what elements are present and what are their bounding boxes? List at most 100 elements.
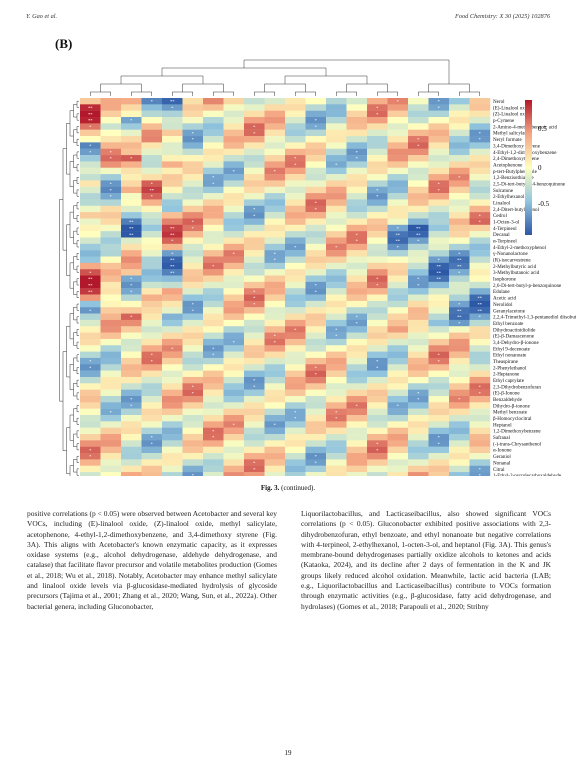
heatmap-cell <box>326 174 347 181</box>
heatmap-cell <box>428 300 450 308</box>
significance-mark: * <box>130 289 133 294</box>
heatmap-cell <box>80 205 101 213</box>
heatmap-cell <box>285 465 306 473</box>
heatmap-cell <box>408 389 429 397</box>
heatmap-cell <box>80 440 101 447</box>
heatmap-cell <box>162 472 183 476</box>
significance-mark: * <box>356 232 359 237</box>
heatmap-cell <box>346 250 368 257</box>
heatmap-cell <box>100 104 122 111</box>
heatmap-cell <box>387 313 409 321</box>
heatmap-cell <box>121 218 142 225</box>
heatmap-cell <box>141 408 163 416</box>
heatmap-cell <box>121 275 142 283</box>
heatmap-cell <box>367 376 388 384</box>
significance-mark: * <box>294 327 297 332</box>
heatmap-cell <box>203 110 224 118</box>
heatmap-cell <box>141 440 163 447</box>
heatmap-cell <box>264 129 286 137</box>
heatmap-cell <box>346 472 368 476</box>
heatmap-cell <box>387 453 409 460</box>
row-label: 2-Methylbutyric acid <box>493 264 537 270</box>
heatmap-cell <box>121 332 142 340</box>
heatmap-cell <box>469 345 491 352</box>
heatmap-cell <box>264 288 286 295</box>
row-label: α-Terpineol <box>493 239 517 245</box>
heatmap-cell <box>305 193 327 200</box>
heatmap-cell <box>80 136 101 143</box>
heatmap-cell <box>326 199 347 206</box>
significance-mark: * <box>438 182 441 187</box>
heatmap-cell <box>449 186 470 194</box>
heatmap-cell <box>449 415 470 422</box>
heatmap-cell <box>387 389 409 397</box>
heatmap-cell <box>326 110 347 118</box>
heatmap-cell <box>141 465 163 473</box>
significance-mark: * <box>479 467 482 472</box>
heatmap-cell <box>162 376 183 384</box>
heatmap-cell <box>367 402 388 409</box>
heatmap-cell <box>244 104 265 111</box>
heatmap-cell <box>223 338 245 346</box>
heatmap-cell <box>367 243 388 251</box>
heatmap-cell <box>469 383 491 390</box>
heatmap-cell <box>182 300 204 308</box>
heatmap-cell <box>387 300 409 308</box>
heatmap-cell <box>387 180 409 187</box>
heatmap-cell <box>326 123 347 130</box>
heatmap-cell <box>162 104 183 111</box>
heatmap-cell <box>449 338 470 346</box>
heatmap-cell <box>285 205 306 213</box>
heatmap-cell <box>141 167 163 175</box>
significance-mark: * <box>315 118 318 123</box>
heatmap-cell <box>182 319 204 327</box>
heatmap-cell <box>121 453 142 460</box>
heatmap-cell <box>305 421 327 428</box>
heatmap-cell <box>141 421 163 428</box>
heatmap-cell <box>408 243 429 251</box>
heatmap-cell <box>469 434 491 441</box>
heatmap-cell <box>121 389 142 397</box>
heatmap-cell <box>121 300 142 308</box>
heatmap-cell <box>346 351 368 359</box>
significance-mark: * <box>110 194 113 199</box>
heatmap-cell <box>100 275 122 283</box>
significance-mark: * <box>376 442 379 447</box>
heatmap-cell <box>387 364 409 371</box>
significance-mark: * <box>130 118 133 123</box>
heatmap-cell <box>469 313 491 321</box>
heatmap-cell <box>244 307 265 314</box>
heatmap-cell <box>285 275 306 283</box>
heatmap-cell <box>428 351 450 359</box>
heatmap-cell <box>162 167 183 175</box>
heatmap-cell <box>162 262 183 270</box>
heatmap-cell <box>121 269 142 276</box>
heatmap-figure: * ** * *** * * *** *** * ** * ** * ** * ** ** * ** * * ** ** **… <box>59 59 576 476</box>
heatmap-cell <box>449 345 470 352</box>
heatmap-cell <box>326 370 347 378</box>
heatmap-cell <box>223 205 245 213</box>
heatmap-cell <box>285 313 306 321</box>
heatmap-cell <box>244 167 265 175</box>
significance-mark: * <box>253 384 256 389</box>
row-label: Benzaldehyde <box>493 397 523 403</box>
heatmap-cell <box>367 269 388 276</box>
heatmap-cell <box>264 237 286 245</box>
heatmap-cell <box>162 174 183 181</box>
heatmap-cell <box>162 155 183 162</box>
heatmap-cell <box>285 123 306 130</box>
heatmap-cell <box>244 237 265 245</box>
heatmap-cell <box>408 167 429 175</box>
heatmap-cell <box>428 313 450 321</box>
significance-mark: * <box>192 226 195 231</box>
heatmap-cell <box>428 459 450 466</box>
heatmap-cell <box>305 395 327 403</box>
row-label: (-)-trans-Chrysanthenol <box>493 440 542 447</box>
significance-mark: ** <box>416 232 421 237</box>
heatmap-cell <box>80 376 101 384</box>
heatmap-cell <box>428 117 450 124</box>
heatmap-cell <box>162 345 183 352</box>
heatmap-cell <box>182 281 204 289</box>
heatmap-cell <box>264 408 286 416</box>
heatmap-cell <box>162 427 183 435</box>
